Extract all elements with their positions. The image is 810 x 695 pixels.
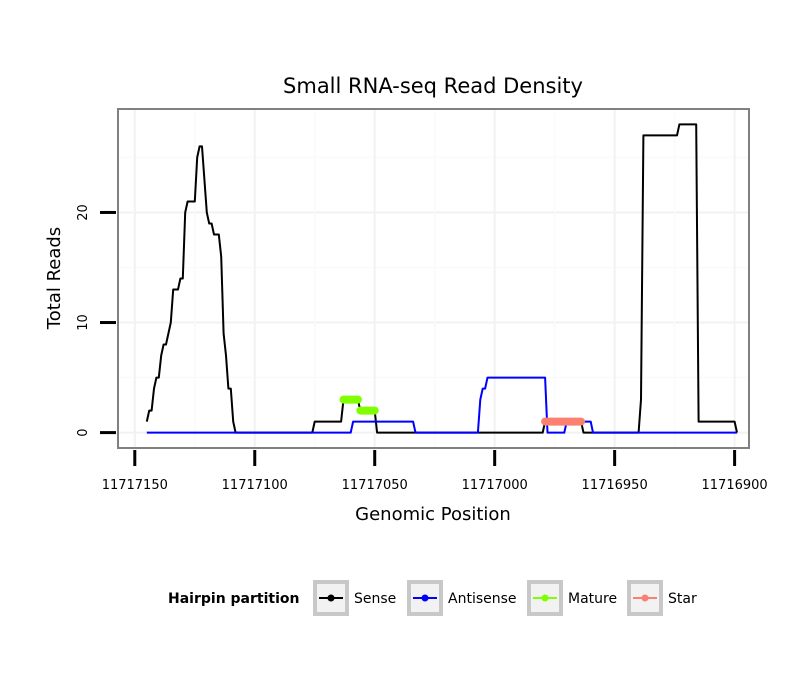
legend-label-star: Star bbox=[668, 591, 697, 607]
legend-label-mature: Mature bbox=[568, 591, 617, 607]
data-series bbox=[145, 123, 738, 434]
y-tick-label: 10 bbox=[76, 314, 91, 331]
y-tick-label: 20 bbox=[76, 204, 91, 221]
x-tick-label: 11716950 bbox=[582, 478, 648, 493]
y-axis-title: Total Reads bbox=[44, 227, 65, 330]
legend-label-sense: Sense bbox=[354, 591, 396, 607]
plot-background bbox=[118, 109, 749, 448]
x-tick-label: 11717050 bbox=[342, 478, 408, 493]
y-tick-label: 0 bbox=[76, 428, 91, 436]
x-tick-label: 11717100 bbox=[222, 478, 288, 493]
axes: 0 10 20 11717150 11717100 11717050 11717000 117… bbox=[76, 204, 768, 493]
legend-dot-star bbox=[641, 594, 649, 602]
x-axis-title: Genomic Position bbox=[355, 504, 511, 525]
x-tick-label: 11717150 bbox=[102, 478, 168, 493]
x-tick-label: 11716900 bbox=[702, 478, 768, 493]
legend-dot-antisense bbox=[421, 594, 429, 602]
chart-title: Small RNA-seq Read Density bbox=[283, 74, 583, 98]
legend-title: Hairpin partition bbox=[168, 591, 299, 607]
legend-dot-mature bbox=[541, 594, 549, 602]
legend-label-antisense: Antisense bbox=[448, 591, 517, 607]
plot-border bbox=[117, 108, 750, 449]
grid-lines bbox=[118, 109, 749, 448]
legend: Hairpin partition Sense Antisense Mature St… bbox=[168, 580, 697, 616]
x-tick-label: 11717000 bbox=[462, 478, 528, 493]
legend-dot-sense bbox=[327, 594, 335, 602]
